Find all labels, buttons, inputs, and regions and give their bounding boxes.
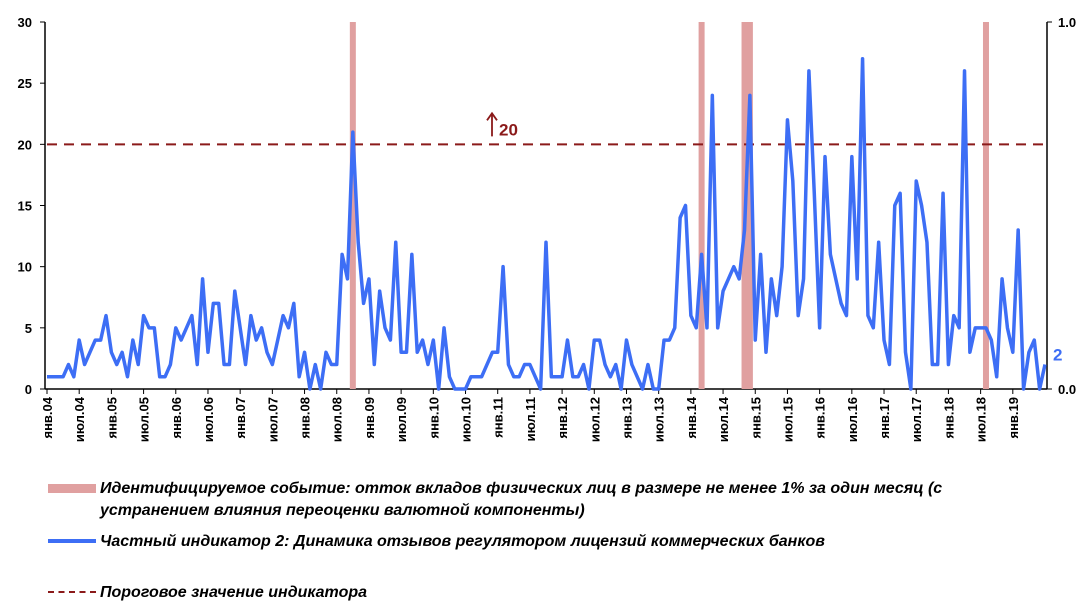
x-tick-label: июл.09	[394, 397, 409, 442]
x-tick-label: янв.12	[555, 397, 570, 439]
x-tick-label: янв.18	[941, 397, 956, 439]
x-tick-label: янв.05	[104, 397, 119, 439]
x-tick-label: июл.06	[201, 397, 216, 442]
event-bar	[746, 22, 753, 389]
indicator-line	[47, 56, 1047, 391]
x-tick-label: янв.06	[169, 397, 184, 439]
event-bar	[698, 22, 705, 389]
legend-label: Пороговое значение индикатора	[100, 584, 368, 601]
legend-item: Частный индикатор 2: Динамика отзывов ре…	[48, 531, 1038, 553]
x-tick-label: июл.14	[716, 396, 731, 442]
x-tick-label: июл.12	[587, 397, 602, 442]
legend-item: Идентифицируемое событие: отток вкладов …	[48, 478, 1038, 522]
threshold-label: 20	[499, 120, 518, 139]
chart: 0 5 10 15 20 25 30 0.0 1.0 янв.04 июл.04 янв.05 июл.…	[18, 15, 1077, 442]
y-tick-label: 10	[18, 260, 32, 275]
x-tick-label: янв.08	[298, 397, 313, 439]
y-tick-label: 5	[25, 321, 32, 336]
x-tick-label: июл.13	[652, 397, 667, 442]
x-tick-label: июл.04	[72, 396, 87, 442]
y-tick-label: 15	[18, 199, 32, 214]
x-tick-label: июл.07	[265, 397, 280, 442]
legend-label: Частный индикатор 2: Динамика отзывов ре…	[100, 533, 825, 550]
legend-item: Пороговое значение индикатора	[48, 582, 1038, 604]
x-tick-label: янв.10	[426, 397, 441, 439]
legend-label: Идентифицируемое событие: отток вкладов …	[100, 480, 943, 519]
y-tick-label: 25	[18, 76, 32, 91]
x-tick-label: янв.09	[362, 397, 377, 439]
x-tick-label: янв.14	[684, 396, 699, 438]
end-value-label: 2	[1053, 346, 1062, 365]
legend-swatch	[48, 484, 96, 493]
x-tick-label: янв.15	[748, 397, 763, 439]
y2-tick-label: 0.0	[1058, 382, 1076, 397]
x-tick-label: июл.08	[330, 397, 345, 442]
event-bar	[349, 22, 356, 389]
x-tick-label: июл.11	[523, 397, 538, 441]
x-tick-label: июл.16	[845, 397, 860, 442]
y-tick-label: 0	[25, 382, 32, 397]
x-tick-label: янв.13	[619, 397, 634, 439]
x-tick-label: июл.15	[780, 397, 795, 442]
legend-swatch	[48, 591, 96, 593]
x-tick-label: янв.11	[491, 397, 506, 438]
y-tick-label: 20	[18, 137, 32, 152]
y2-tick-label: 1.0	[1058, 15, 1076, 30]
x-tick-label: июл.05	[137, 397, 152, 442]
y-tick-label: 30	[18, 15, 32, 30]
event-bar	[982, 22, 989, 389]
x-tick-label: янв.07	[233, 397, 248, 439]
x-tick-label: янв.16	[813, 397, 828, 439]
x-tick-label: июл.10	[459, 397, 474, 442]
x-tick-label: июл.18	[974, 397, 989, 442]
threshold-arrow	[486, 111, 498, 137]
legend-swatch	[48, 539, 96, 543]
x-tick-label: янв.04	[40, 396, 55, 438]
x-tick-label: янв.19	[1006, 397, 1021, 439]
x-tick-label: июл.17	[909, 397, 924, 442]
x-tick-label: янв.17	[877, 397, 892, 439]
